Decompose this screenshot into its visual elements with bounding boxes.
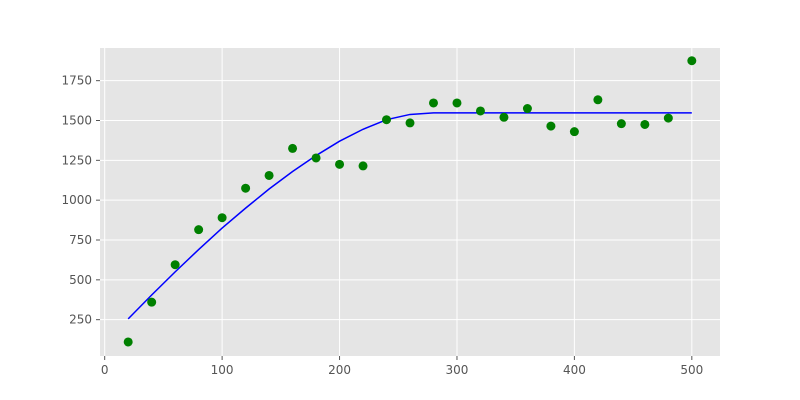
data-point [475, 106, 485, 116]
data-point [687, 56, 697, 66]
data-point [264, 170, 274, 180]
data-point [217, 213, 227, 223]
data-point [499, 112, 509, 122]
data-point [241, 183, 251, 193]
y-tick-label: 250 [69, 313, 92, 327]
x-tick-label: 300 [446, 363, 469, 377]
x-tick-label: 200 [328, 363, 351, 377]
x-tick-label: 400 [563, 363, 586, 377]
data-point [546, 121, 556, 131]
data-point [382, 115, 392, 125]
y-tick-label: 1000 [61, 193, 92, 207]
data-point [522, 104, 532, 114]
series-layer [123, 56, 697, 347]
data-point [428, 98, 438, 108]
y-tick-label: 500 [69, 273, 92, 287]
y-axis: 250 500 750 1000 1250 1500 1750 [61, 74, 100, 327]
data-point [616, 119, 626, 129]
data-point [640, 119, 650, 129]
plot-area [100, 48, 720, 356]
data-point [405, 118, 415, 128]
x-tick-label: 500 [680, 363, 703, 377]
data-point [452, 98, 462, 108]
data-point [663, 113, 673, 123]
data-point [123, 337, 133, 347]
grid [100, 48, 720, 356]
y-tick-label: 1500 [61, 113, 92, 127]
data-point [288, 143, 298, 153]
x-axis: 0 100 200 300 400 500 [101, 356, 703, 377]
data-point [194, 225, 204, 235]
data-point [147, 297, 157, 307]
data-point [593, 95, 603, 105]
x-tick-label: 100 [211, 363, 234, 377]
data-point [569, 127, 579, 137]
data-point [358, 161, 368, 171]
y-tick-label: 1750 [61, 74, 92, 88]
fit-line [127, 112, 692, 320]
data-point [311, 153, 321, 163]
data-point [170, 260, 180, 270]
x-tick-label: 0 [101, 363, 109, 377]
y-tick-label: 1250 [61, 153, 92, 167]
data-point [335, 159, 345, 169]
y-tick-label: 750 [69, 233, 92, 247]
